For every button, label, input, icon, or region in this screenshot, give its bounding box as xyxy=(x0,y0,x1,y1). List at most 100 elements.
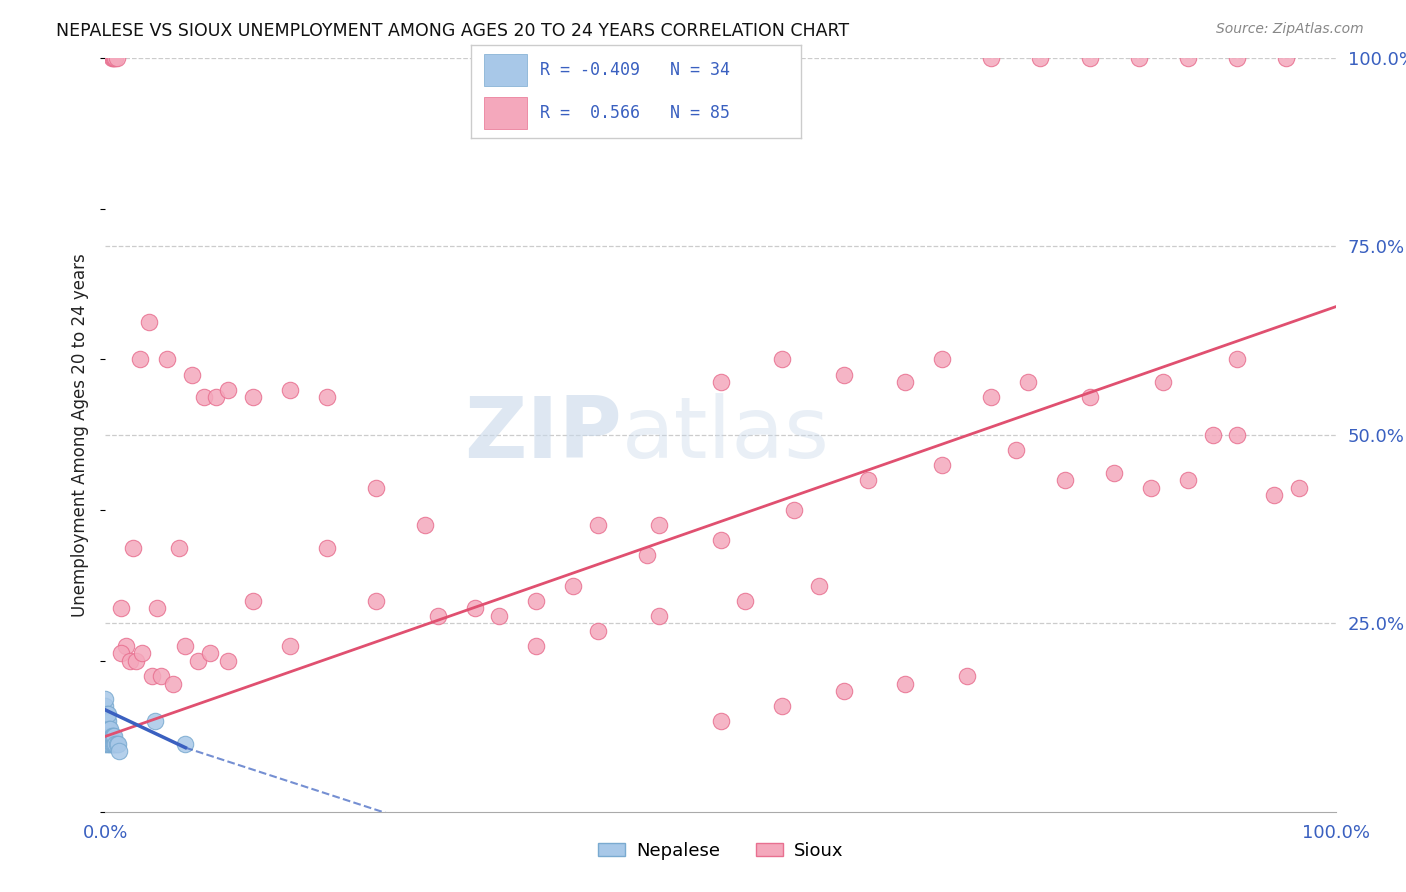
Point xyxy=(648,518,671,533)
Point xyxy=(980,390,1002,404)
Point xyxy=(931,458,953,472)
Point xyxy=(1102,466,1125,480)
Point xyxy=(562,579,585,593)
Point xyxy=(94,737,117,751)
Point xyxy=(931,352,953,367)
Point xyxy=(586,624,609,638)
Point xyxy=(105,737,128,751)
Point xyxy=(956,669,979,683)
Point xyxy=(98,737,121,751)
Point xyxy=(162,676,184,690)
Point xyxy=(94,730,117,744)
Point xyxy=(1029,51,1052,65)
Point xyxy=(770,699,793,714)
Point xyxy=(94,714,117,729)
Text: Source: ZipAtlas.com: Source: ZipAtlas.com xyxy=(1216,22,1364,37)
Point xyxy=(366,481,388,495)
Point xyxy=(315,541,337,555)
Point xyxy=(710,533,733,548)
Point xyxy=(131,647,153,661)
Point xyxy=(278,639,301,653)
Point xyxy=(94,699,117,714)
Point xyxy=(1017,375,1039,389)
Point xyxy=(98,722,122,736)
Point xyxy=(1177,473,1199,487)
Point xyxy=(648,608,671,623)
Text: NEPALESE VS SIOUX UNEMPLOYMENT AMONG AGES 20 TO 24 YEARS CORRELATION CHART: NEPALESE VS SIOUX UNEMPLOYMENT AMONG AGE… xyxy=(56,22,849,40)
Point xyxy=(103,737,125,751)
Point xyxy=(524,639,547,653)
Point xyxy=(100,730,122,744)
Point xyxy=(96,722,118,736)
Point xyxy=(97,706,120,721)
Point xyxy=(1275,51,1298,65)
Point xyxy=(96,730,118,744)
Point xyxy=(97,714,120,729)
Point xyxy=(1177,51,1199,65)
Point xyxy=(1263,488,1285,502)
Point xyxy=(98,737,122,751)
Point xyxy=(97,722,120,736)
Point xyxy=(1078,51,1101,65)
FancyBboxPatch shape xyxy=(484,97,527,129)
Point xyxy=(193,390,215,404)
Point xyxy=(94,706,117,721)
Point xyxy=(96,706,118,721)
Point xyxy=(98,730,122,744)
Point xyxy=(198,647,221,661)
Point xyxy=(205,390,228,404)
Y-axis label: Unemployment Among Ages 20 to 24 years: Unemployment Among Ages 20 to 24 years xyxy=(72,253,90,616)
Point xyxy=(710,375,733,389)
Point xyxy=(110,601,132,615)
Point xyxy=(894,375,917,389)
Point xyxy=(101,51,124,65)
Point xyxy=(187,654,209,668)
Point xyxy=(125,654,148,668)
Point xyxy=(101,730,124,744)
Point xyxy=(807,579,830,593)
Point xyxy=(121,541,143,555)
Point xyxy=(1004,442,1026,457)
Point xyxy=(524,593,547,607)
Point xyxy=(129,352,152,367)
Point xyxy=(98,722,121,736)
Point xyxy=(218,383,240,397)
Legend: Nepalese, Sioux: Nepalese, Sioux xyxy=(591,834,851,867)
Point xyxy=(710,714,733,729)
Point xyxy=(894,676,917,690)
Point xyxy=(120,654,141,668)
Point xyxy=(315,390,337,404)
Point xyxy=(96,737,118,751)
Point xyxy=(149,669,172,683)
Point xyxy=(858,473,880,487)
Point xyxy=(488,608,510,623)
FancyBboxPatch shape xyxy=(484,54,527,86)
Point xyxy=(366,593,388,607)
Point xyxy=(734,593,756,607)
Point xyxy=(1226,428,1249,442)
Point xyxy=(1140,481,1163,495)
Point xyxy=(115,639,138,653)
Point xyxy=(138,315,160,329)
Point xyxy=(110,647,132,661)
Point xyxy=(98,730,121,744)
Point xyxy=(156,352,179,367)
Point xyxy=(218,654,240,668)
Point xyxy=(1226,352,1249,367)
Point xyxy=(94,722,117,736)
Point xyxy=(105,51,128,65)
Point xyxy=(1226,51,1249,65)
Point xyxy=(100,737,122,751)
Point xyxy=(94,691,117,706)
Point xyxy=(100,51,122,65)
Point xyxy=(415,518,437,533)
Point xyxy=(103,51,125,65)
Point xyxy=(1288,481,1310,495)
Point xyxy=(464,601,486,615)
Point xyxy=(980,51,1002,65)
Point xyxy=(426,608,449,623)
Point xyxy=(1128,51,1150,65)
Point xyxy=(832,368,855,382)
Point xyxy=(146,601,169,615)
Point xyxy=(770,352,793,367)
